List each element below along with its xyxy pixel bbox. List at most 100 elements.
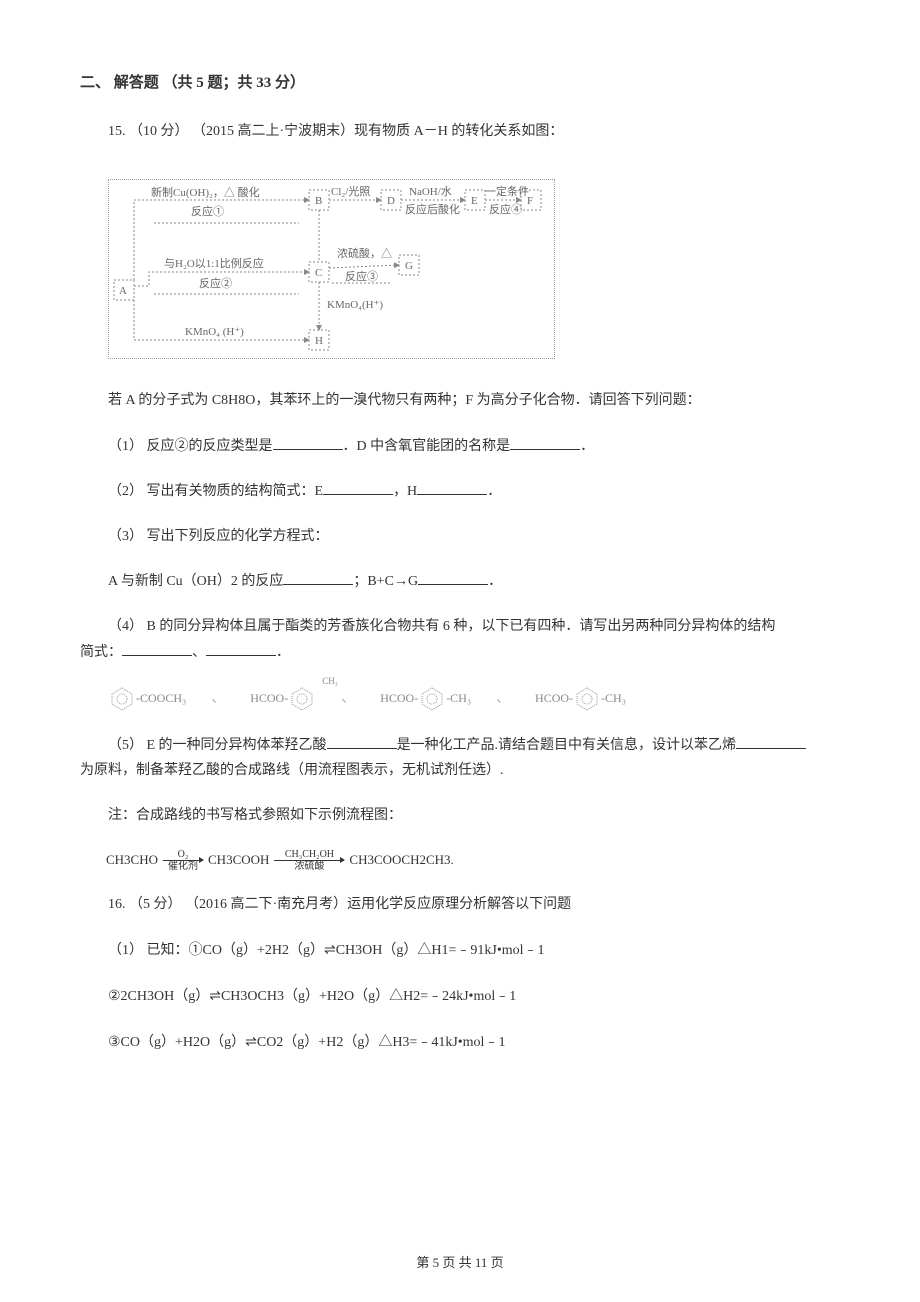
svg-text:KMnO₄(H⁺): KMnO₄(H⁺) — [327, 299, 383, 311]
q15-p5: （5） E 的一种同分异构体苯羟乙酸 是一种化工产品.请结合题目中有关信息，设计以… — [80, 733, 840, 758]
q16-p2-pre: ②2CH3OH（g） — [108, 989, 209, 1004]
q15-p1-text3: ． — [580, 439, 594, 454]
struct-2-pre: HCOO- — [250, 688, 288, 710]
reaction-diagram: A B C D E F G H 新制Cu(OH)₂，△ 酸化 反应① 与H₂O以… — [108, 179, 555, 359]
struct-1-label: -COOCH₃ — [136, 688, 186, 710]
route-example: CH3CHO O₂ 催化剂 CH3COOH CH₃CH₂OH 浓硫酸 CH3CO… — [106, 848, 840, 871]
svg-text:反应①: 反应① — [191, 204, 224, 218]
q15-p2-text3: ． — [487, 484, 501, 499]
q16-p1-post: CH3OH（g）△H1=﹣91kJ•mol﹣1 — [336, 943, 545, 958]
q15-p2-text1: （2） 写出有关物质的结构简式：E — [108, 484, 323, 499]
benzene-icon — [418, 685, 446, 713]
route-r1-top: O₂ — [178, 849, 189, 860]
route-r2-bot: 浓硫酸 — [294, 861, 324, 872]
isomer-structures: -COOCH₃ 、 HCOO- CH₃ 、 HCOO- -CH₃ 、 HCOO-… — [108, 685, 840, 713]
svg-text:C: C — [315, 267, 322, 279]
q15-p1-text2: ．D 中含氧官能团的名称是 — [343, 439, 511, 454]
q15-p5a: （5） E 的一种同分异构体苯羟乙酸 — [108, 738, 327, 753]
q16-intro: 16. （5 分） （2016 高二下·南充月考）运用化学反应原理分析解答以下问… — [80, 892, 840, 917]
section-header: 二、 解答题 （共 5 题；共 33 分） — [80, 70, 840, 97]
q16-p3: ③CO（g）+H2O（g）⇌CO2（g）+H2（g）△H3=﹣41kJ•mol﹣… — [80, 1029, 840, 1055]
route-b: CH3COOH — [208, 848, 269, 871]
svg-text:一定条件: 一定条件 — [485, 184, 529, 198]
svg-text:E: E — [471, 195, 478, 207]
q15-p3: （3） 写出下列反应的化学方程式： — [80, 524, 840, 549]
struct-1: -COOCH₃ — [108, 685, 186, 713]
equilibrium-arrow-icon: ⇌ — [324, 941, 336, 957]
svg-text:新制Cu(OH)₂，△ 酸化: 新制Cu(OH)₂，△ 酸化 — [151, 185, 260, 199]
svg-text:反应③: 反应③ — [345, 269, 378, 283]
q15-p4b-line: 简式： 、 ． — [80, 640, 840, 665]
box-a-label: A — [119, 285, 127, 297]
blank — [323, 481, 393, 495]
struct-3: HCOO- -CH₃ — [380, 685, 471, 713]
benzene-icon — [108, 685, 136, 713]
q15-p4b-prefix: 简式： — [80, 645, 122, 660]
svg-text:与H₂O以1:1比例反应: 与H₂O以1:1比例反应 — [164, 256, 264, 270]
equilibrium-arrow-icon: ⇌ — [209, 987, 221, 1003]
svg-text:KMnO₄ (H⁺): KMnO₄ (H⁺) — [185, 326, 244, 338]
svg-text:反应后酸化: 反应后酸化 — [405, 202, 460, 216]
blank — [417, 481, 487, 495]
struct-4: HCOO- -CH₃ — [535, 685, 626, 713]
q16-p1: （1） 已知：①CO（g）+2H2（g）⇌CH3OH（g）△H1=﹣91kJ•m… — [80, 937, 840, 963]
blank — [510, 436, 580, 450]
benzene-icon — [288, 685, 316, 713]
route-arrow-1: O₂ 催化剂 — [163, 849, 203, 872]
benzene-icon — [573, 685, 601, 713]
struct-3-pre: HCOO- — [380, 688, 418, 710]
q15-p4b-suf: ． — [276, 645, 290, 660]
struct-3-suf: -CH₃ — [446, 688, 471, 710]
route-a: CH3CHO — [106, 848, 158, 871]
q15-p1: （1） 反应②的反应类型是 ．D 中含氧官能团的名称是 ． — [80, 434, 840, 459]
struct-2-sub: CH₃ — [322, 673, 338, 689]
route-r1-bot: 催化剂 — [168, 861, 198, 872]
q16-p2-post: CH3OCH3（g）+H2O（g）△H2=﹣24kJ•mol﹣1 — [221, 989, 516, 1004]
q15-stem2: 若 A 的分子式为 C8H8O，其苯环上的一溴代物只有两种；F 为高分子化合物．… — [80, 388, 840, 413]
equilibrium-arrow-icon: ⇌ — [245, 1033, 257, 1049]
q15-p4b-mid: 、 — [192, 645, 206, 660]
q15-p1-text1: （1） 反应②的反应类型是 — [108, 439, 273, 454]
svg-text:D: D — [387, 195, 395, 207]
svg-text:H: H — [315, 335, 323, 347]
q15-p3b: A 与新制 Cu（OH）2 的反应 ；B+C→G ． — [80, 569, 840, 594]
struct-2: HCOO- CH₃ — [250, 685, 316, 713]
struct-4-suf: -CH₃ — [601, 688, 626, 710]
svg-text:反应②: 反应② — [199, 276, 232, 290]
blank — [273, 436, 343, 450]
blank — [122, 642, 192, 656]
svg-text:B: B — [315, 195, 322, 207]
sep: 、 — [341, 686, 355, 711]
svg-text:反应④: 反应④ — [489, 202, 522, 216]
blank — [418, 571, 488, 585]
q15-p5-line2: 为原料，制备苯羟乙酸的合成路线（用流程图表示，无机试剂任选）. — [80, 758, 840, 783]
blank — [206, 642, 276, 656]
route-arrow-2: CH₃CH₂OH 浓硫酸 — [274, 849, 344, 872]
q15-p5b: 是一种化工产品.请结合题目中有关信息，设计以苯乙烯 — [397, 738, 737, 753]
route-r2-top: CH₃CH₂OH — [285, 849, 334, 860]
svg-text:G: G — [405, 260, 413, 272]
sep: 、 — [211, 686, 225, 711]
blank — [327, 735, 397, 749]
svg-text:Cl₂/光照: Cl₂/光照 — [331, 184, 370, 198]
q15-p5note: 注：合成路线的书写格式参照如下示例流程图： — [80, 803, 840, 828]
page-footer: 第 5 页 共 11 页 — [0, 1251, 920, 1274]
q15-p4a: （4） B 的同分异构体且属于酯类的芳香族化合物共有 6 种，以下已有四种．请写… — [80, 614, 840, 639]
q15-p3b-text3: ． — [488, 574, 502, 589]
q15-p3b-text2: ；B+C→G — [353, 574, 418, 589]
blank — [736, 735, 806, 749]
q16-p1-pre: （1） 已知：①CO（g）+2H2（g） — [108, 943, 324, 958]
q15-p2-text2: ，H — [393, 484, 417, 499]
q15-p3b-text1: A 与新制 Cu（OH）2 的反应 — [108, 574, 283, 589]
q16-p2: ②2CH3OH（g）⇌CH3OCH3（g）+H2O（g）△H2=﹣24kJ•mo… — [80, 983, 840, 1009]
svg-text:浓硫酸，△: 浓硫酸，△ — [337, 246, 392, 260]
q15-intro: 15. （10 分） （2015 高二上·宁波期末）现有物质 A－H 的转化关系… — [80, 119, 840, 144]
q15-p2: （2） 写出有关物质的结构简式：E ，H ． — [80, 479, 840, 504]
route-c: CH3COOCH2CH3. — [349, 848, 453, 871]
blank — [283, 571, 353, 585]
q16-p3-post: CO2（g）+H2（g）△H3=﹣41kJ•mol﹣1 — [257, 1035, 506, 1050]
svg-text:NaOH/水: NaOH/水 — [409, 185, 452, 198]
struct-4-pre: HCOO- — [535, 688, 573, 710]
sep: 、 — [496, 686, 510, 711]
q16-p3-pre: ③CO（g）+H2O（g） — [108, 1035, 245, 1050]
